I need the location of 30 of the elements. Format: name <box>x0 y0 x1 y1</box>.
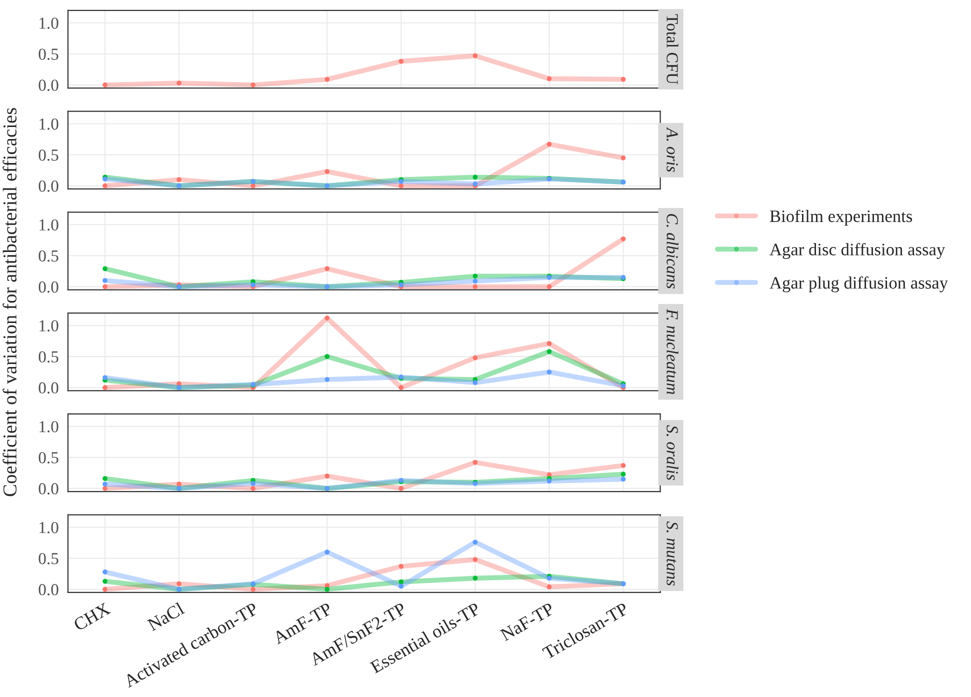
y-tick-label: 0.0 <box>38 80 58 91</box>
y-tick-label: 1.0 <box>40 18 58 29</box>
text: S. mutans <box>666 521 678 586</box>
text: C. albicans <box>666 214 678 288</box>
y-axis-title: Coefficient of variation for antibacterial efficacies <box>2 108 17 496</box>
y-tick-label: 1.0 <box>40 320 58 332</box>
y-tick-label: 0.0 <box>38 584 58 596</box>
y-tick-label: 0.0 <box>38 281 58 293</box>
text: Total CFU <box>666 14 678 84</box>
y-tick-label: 0.5 <box>38 48 58 60</box>
legend-label: Agar disc diffusion assay <box>770 243 946 259</box>
y-tick-label: 1.0 <box>40 219 58 231</box>
y-tick-label: 0.5 <box>38 149 58 161</box>
y-tick-label: 0.5 <box>38 351 58 363</box>
text: F. nucleatum <box>666 308 678 394</box>
y-tick-label: 0.5 <box>38 553 58 564</box>
text: S. oralis <box>666 425 678 480</box>
x-tick-label: CHX <box>72 602 112 632</box>
y-tick-label: 0.5 <box>38 452 58 464</box>
y-tick-label: 0.0 <box>38 382 58 394</box>
text: A. oris <box>666 126 678 172</box>
y-tick-label: 0.0 <box>38 483 58 494</box>
y-tick-label: 1.0 <box>40 522 58 534</box>
y-tick-label: 0.0 <box>38 180 58 192</box>
x-tick-label: NaCl <box>146 602 186 632</box>
y-tick-label: 1.0 <box>40 421 58 432</box>
legend-label: Agar plug diffusion assay <box>770 276 948 292</box>
legend-label: Biofilm experiments <box>770 210 912 226</box>
y-tick-label: 0.5 <box>38 250 58 262</box>
y-tick-label: 1.0 <box>40 118 58 130</box>
